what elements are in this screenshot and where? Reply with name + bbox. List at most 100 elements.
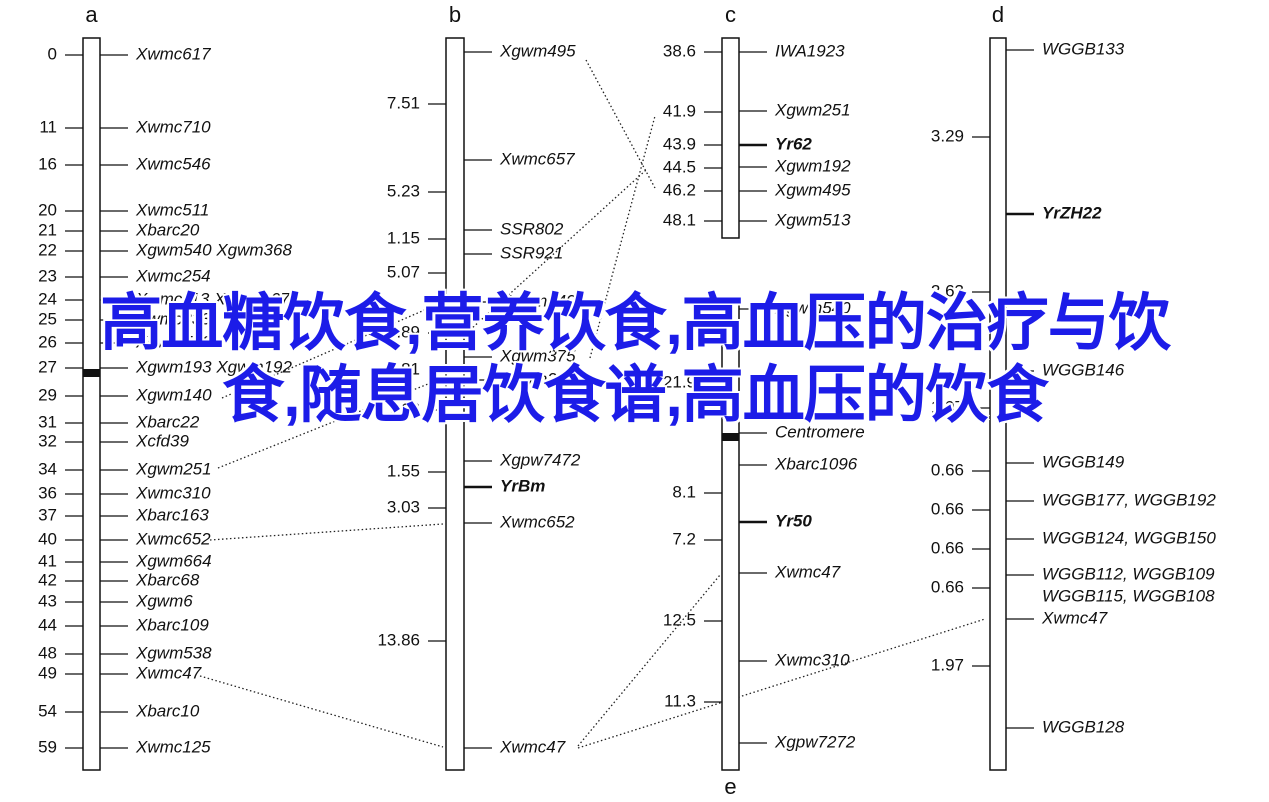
connector xyxy=(209,523,444,541)
marker-label: Xwmc310 xyxy=(774,650,850,669)
marker-label: Xwmc710 xyxy=(135,117,211,136)
marker-label: WGGB124, WGGB150 xyxy=(1042,528,1216,547)
position-label: 1.97 xyxy=(931,655,964,674)
position-label: 1.12 xyxy=(387,399,420,418)
chromosome-label: e xyxy=(724,774,736,799)
position-label: 54 xyxy=(38,701,57,720)
marker-label: YrZH22 xyxy=(1042,203,1102,222)
position-label: 0.66 xyxy=(931,460,964,479)
chromosome-bar xyxy=(721,301,740,771)
position-label: 1.15 xyxy=(387,228,420,247)
marker-label: Centromere xyxy=(775,422,865,441)
centromere xyxy=(83,369,100,377)
marker-label: Xgwm538 xyxy=(135,643,212,662)
position-label: 44.5 xyxy=(663,157,696,176)
position-label: 32 xyxy=(38,431,57,450)
marker-label: Xgwm140 xyxy=(135,385,212,404)
position-label: 27 xyxy=(38,357,57,376)
position-label: 0.66 xyxy=(931,499,964,518)
position-label: 40 xyxy=(38,529,57,548)
marker-label: WGGB115, WGGB108 xyxy=(1042,586,1215,605)
marker-label: WGGB133 xyxy=(1042,39,1125,58)
position-label: 29 xyxy=(38,385,57,404)
marker-label: WGGB146 xyxy=(1042,360,1125,379)
chromosome-label: d xyxy=(992,2,1004,27)
marker-label: WGGB177, WGGB192 xyxy=(1042,490,1216,509)
position-label: 43.9 xyxy=(663,134,696,153)
marker-label: Xwmc113 Xgwm107 xyxy=(135,289,290,308)
marker-label: Xgwm251 xyxy=(774,100,851,119)
chromosome-label: a xyxy=(85,2,98,27)
position-label: 12.5 xyxy=(663,610,696,629)
marker-label: Yr62 xyxy=(775,134,812,153)
position-label: 16 xyxy=(38,154,57,173)
marker-label: Xgwm495 xyxy=(499,41,576,60)
position-label: 7.2 xyxy=(672,529,696,548)
position-label: 59 xyxy=(38,737,57,756)
marker-label: Xwmc47 xyxy=(135,663,202,682)
position-label: 43 xyxy=(38,591,57,610)
connector xyxy=(221,301,444,399)
chromosome-bar xyxy=(721,37,740,239)
marker-label: Xgpw7472 xyxy=(499,450,581,469)
position-label: 3.03 xyxy=(387,497,420,516)
marker-label: Xwmc617 xyxy=(135,44,211,63)
marker-label: Xwmc47 xyxy=(499,737,566,756)
marker-label: SSR802 xyxy=(500,219,564,238)
marker-label: Xbarc20 xyxy=(135,220,200,239)
marker-label: Xgwm513 xyxy=(774,210,851,229)
position-label: 1.97 xyxy=(931,397,964,416)
connector xyxy=(585,59,656,189)
connector xyxy=(589,115,656,359)
marker-label: Xgwm540 xyxy=(774,298,851,317)
position-label: 0.66 xyxy=(931,577,964,596)
marker-label: WGGB128 xyxy=(1042,717,1125,736)
marker-label: Xwmc254 xyxy=(135,266,211,285)
chromosome-label: b xyxy=(449,2,461,27)
marker-label: SSR921 xyxy=(500,243,563,262)
position-label: 25 xyxy=(38,309,57,328)
marker-label: Xbarc10 xyxy=(135,701,200,720)
marker-label: Xwmc333 xyxy=(135,309,211,328)
position-label: 24 xyxy=(38,289,57,308)
position-label: 41.9 xyxy=(663,101,696,120)
position-label: 5.07 xyxy=(387,262,420,281)
marker-label: Xgwm375 xyxy=(499,346,576,365)
marker-label: Xwmc47 xyxy=(774,562,841,581)
position-label: 7.51 xyxy=(387,93,420,112)
position-label: 23 xyxy=(38,266,57,285)
marker-label: WGGB112, WGGB109 xyxy=(1042,564,1215,583)
marker-label: Yr50 xyxy=(775,511,812,530)
marker-label: IWA1923 xyxy=(775,41,845,60)
marker-label: Xbarc68 xyxy=(135,570,200,589)
position-label: 0 xyxy=(48,44,57,63)
connector xyxy=(217,377,444,469)
position-label: 26 xyxy=(38,332,57,351)
marker-label: Xbarc1096 xyxy=(774,454,858,473)
marker-label: Xgwm193 Xgwm192 xyxy=(135,357,292,376)
position-label: 3.29 xyxy=(931,126,964,145)
position-label: 8.1 xyxy=(672,482,696,501)
position-label: 1.55 xyxy=(387,461,420,480)
marker-label: Xgpw7272 xyxy=(774,732,856,751)
position-label: 20 xyxy=(38,200,57,219)
position-label: 0.81 xyxy=(387,359,420,378)
marker-label: Xwmc546 xyxy=(135,154,211,173)
position-label: 0.89 xyxy=(387,322,420,341)
chromosome-bar xyxy=(989,37,1007,771)
chromosome-bar xyxy=(82,37,101,771)
connector xyxy=(577,618,986,749)
marker-label: Xbarc163 xyxy=(135,505,209,524)
overlay-title: 高血糖饮食,营养饮食,高血压的治疗与饮食,随息居饮食谱,高血压的饮食 xyxy=(100,289,1170,430)
position-label: 11 xyxy=(39,117,57,136)
position-label: 38.6 xyxy=(663,41,696,60)
marker-label: Xgwm192 xyxy=(774,156,851,175)
marker-label: YrBm xyxy=(500,476,545,495)
marker-label: Xgwm558 xyxy=(135,332,212,351)
position-label: 44 xyxy=(38,615,57,634)
marker-label: Xgwm6 xyxy=(135,591,193,610)
centromere xyxy=(722,433,739,441)
position-label: 22 xyxy=(38,240,57,259)
marker-label: Xwmc652 xyxy=(135,529,211,548)
